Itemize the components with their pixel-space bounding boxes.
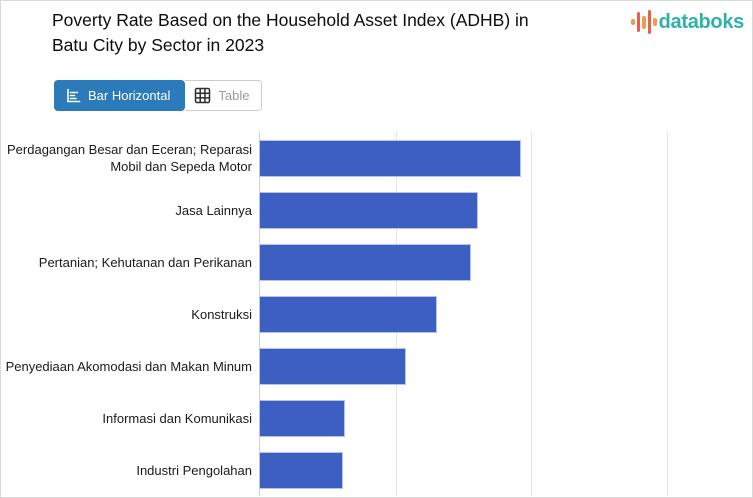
horizontal-bar-chart: Perdagangan Besar dan Eceran; Reparasi M… (1, 131, 752, 497)
bar-horizontal-button[interactable]: Bar Horizontal (54, 80, 186, 111)
chart-row: Informasi dan Komunikasi (1, 392, 752, 444)
bar-track (259, 347, 752, 385)
bar[interactable] (259, 243, 471, 281)
table-label: Table (218, 88, 250, 103)
bar-horizontal-icon (66, 88, 81, 103)
bar[interactable] (259, 295, 437, 333)
bar-horizontal-label: Bar Horizontal (88, 88, 171, 103)
bar[interactable] (259, 347, 406, 385)
bar[interactable] (259, 451, 344, 489)
table-button[interactable]: Table (185, 80, 263, 111)
table-icon (194, 87, 211, 104)
bar[interactable] (259, 399, 345, 437)
bar-track (259, 243, 752, 281)
chart-rows: Perdagangan Besar dan Eceran; Reparasi M… (1, 132, 752, 496)
bar[interactable] (259, 191, 478, 229)
bar[interactable] (259, 139, 522, 177)
x-gridline (531, 131, 533, 496)
bar-track (259, 191, 752, 229)
category-label: Jasa Lainnya (175, 202, 252, 218)
bar-track (259, 451, 752, 489)
view-toggle: Bar Horizontal Table (54, 80, 263, 111)
databoks-logo-text: databoks (658, 10, 745, 33)
chart-row: Penyediaan Akomodasi dan Makan Minum (1, 340, 752, 392)
chart-row: Konstruksi (1, 288, 752, 340)
page-title: Poverty Rate Based on the Household Asse… (52, 10, 529, 55)
chart-row: Industri Pengolahan (1, 444, 752, 496)
bar-track (259, 295, 752, 333)
chart-row: Perdagangan Besar dan Eceran; Reparasi M… (1, 132, 752, 184)
chart-row: Pertanian; Kehutanan dan Perikanan (1, 236, 752, 288)
databoks-logo[interactable]: databoks (631, 9, 744, 35)
x-gridline (666, 131, 668, 496)
databoks-waveform-icon (631, 9, 657, 35)
bar-track (259, 139, 752, 177)
category-label: Konstruksi (191, 306, 252, 322)
category-label: Industri Pengolahan (136, 462, 252, 478)
category-label: Pertanian; Kehutanan dan Perikanan (38, 254, 252, 270)
category-label: Perdagangan Besar dan Eceran; Reparasi M… (7, 142, 252, 174)
chart-row: Jasa Lainnya (1, 184, 752, 236)
category-label: Penyediaan Akomodasi dan Makan Minum (5, 358, 252, 374)
bar-track (259, 399, 752, 437)
category-label: Informasi dan Komunikasi (102, 410, 252, 426)
